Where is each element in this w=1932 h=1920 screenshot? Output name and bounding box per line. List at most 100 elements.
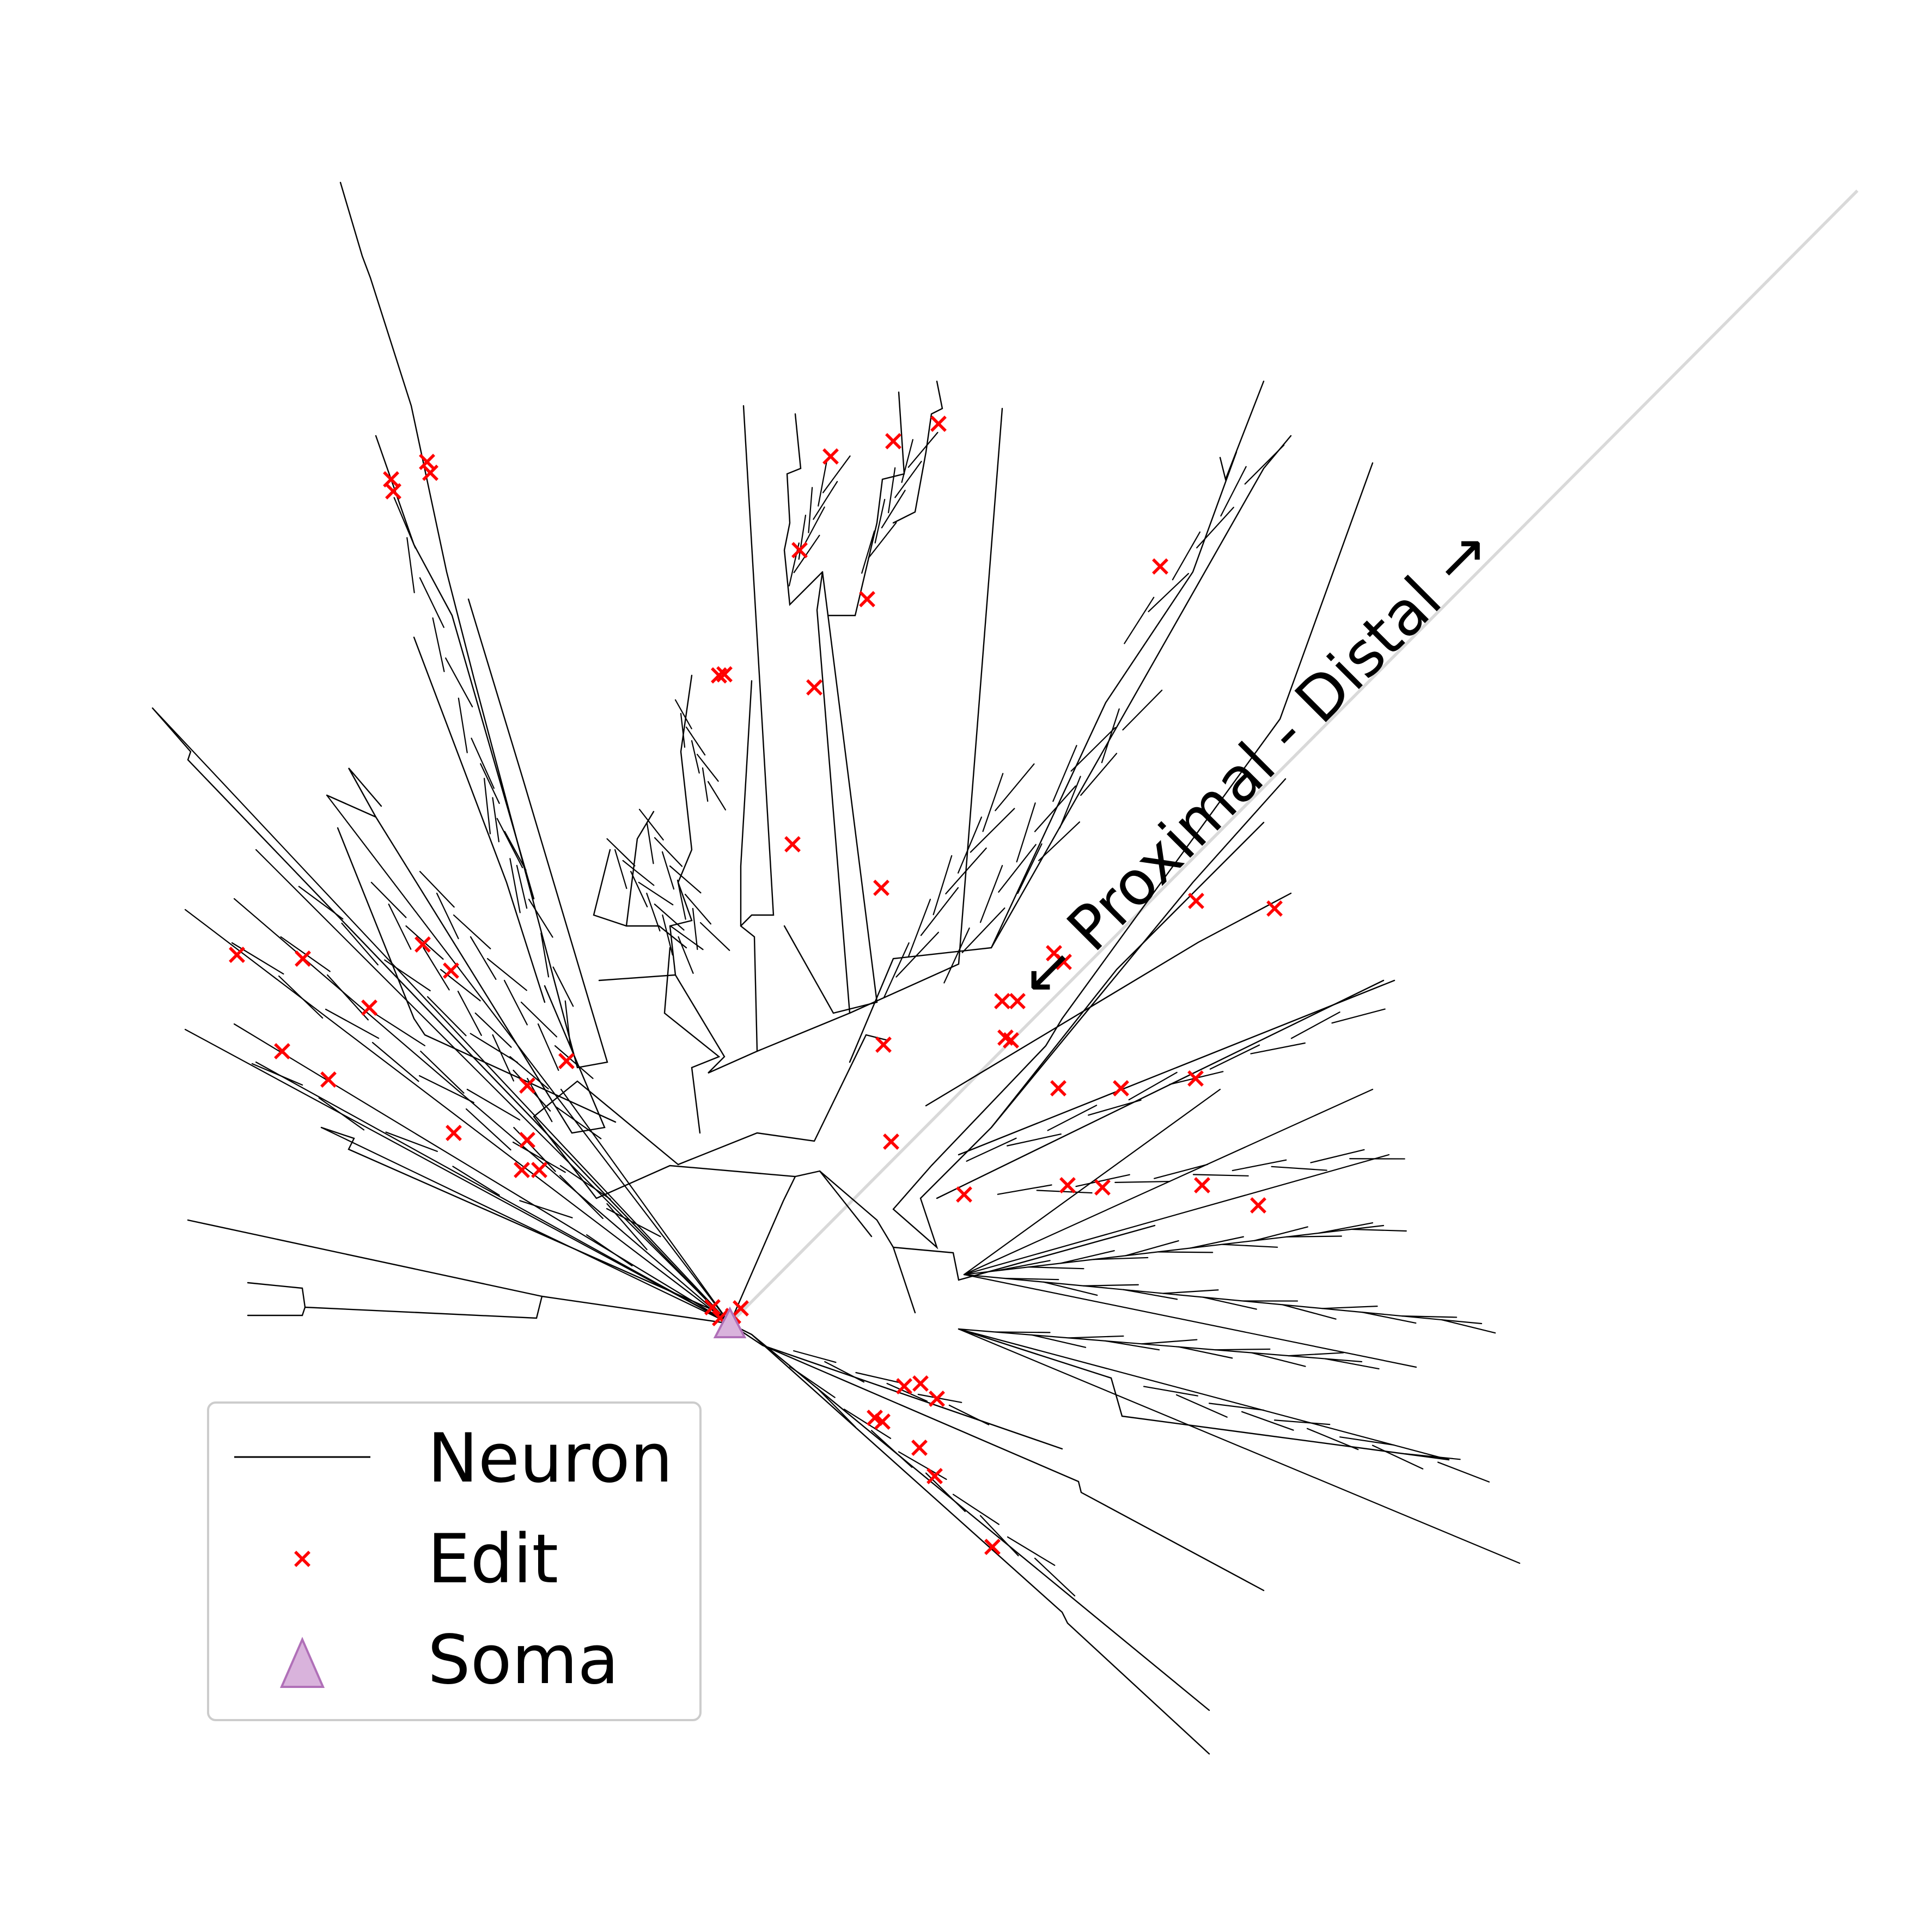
edit-marker [1094, 1179, 1111, 1196]
edit-marker [1113, 1080, 1129, 1096]
upper-right-twig [1080, 753, 1118, 796]
right-fan-twig [1209, 1044, 1260, 1070]
right-fan-twig [1282, 1304, 1337, 1320]
edit-marker [883, 1133, 899, 1150]
center-cluster-twig [699, 922, 730, 951]
lower-right-twig [898, 1451, 947, 1480]
left-twig [559, 1174, 604, 1220]
upper-center-twig [868, 522, 897, 559]
upper-right-twig [945, 848, 987, 895]
upper-spike-twig [504, 831, 527, 871]
center-cluster-branch [740, 405, 775, 927]
left-fan-branch [233, 898, 731, 1325]
upper-center-twig [818, 462, 827, 507]
upper-right-branch [849, 451, 1238, 1063]
edit-marker [929, 1391, 945, 1407]
right-fan-twig [1114, 1180, 1171, 1184]
center-cluster-twig [680, 712, 686, 748]
upper-right-twig [1059, 776, 1081, 829]
upper-right-twig [1038, 821, 1081, 862]
upper-center-twig [803, 506, 825, 547]
mid-left-twig [436, 892, 459, 940]
edit-marker [875, 1037, 892, 1053]
left-twig [465, 1108, 511, 1151]
right-fan-twig [1306, 1428, 1359, 1450]
lower-right-twig [1034, 1557, 1076, 1596]
edit-marker [1009, 993, 1026, 1009]
right-fan-branch [958, 1328, 1450, 1461]
center-cluster-twig [674, 699, 692, 729]
upper-right-twig [1148, 572, 1190, 612]
upper-spike-twig [483, 777, 491, 834]
right-fan-branch [963, 1273, 1483, 1325]
mid-left-branch [348, 767, 382, 818]
edit-marker [1187, 1070, 1204, 1087]
left-twig [519, 1200, 573, 1218]
edit-marker [791, 542, 808, 558]
right-fan-twig [1271, 1166, 1327, 1171]
mid-left-twig [457, 990, 482, 1036]
edit-marker [911, 1440, 928, 1456]
right-fan-twig [996, 1260, 1051, 1272]
right-fan-twig [1028, 1266, 1084, 1270]
right-fan-branch [963, 1088, 1221, 1276]
right-fan-twig [1047, 1105, 1098, 1131]
left-twig [586, 1234, 633, 1267]
right-fan-twig [1331, 1008, 1386, 1024]
right-fan-twig [1318, 1222, 1374, 1234]
upper-right-twig [995, 763, 1035, 812]
mid-left-twig [492, 1034, 515, 1082]
edit-marker [874, 1413, 891, 1430]
left-spur [187, 1219, 543, 1297]
edit-marker [519, 1077, 535, 1094]
right-fan-twig [1178, 1346, 1233, 1359]
upper-right-twig [979, 865, 1003, 923]
edit-marker [422, 465, 438, 481]
center-cluster-branch [674, 680, 758, 1074]
edit-marker [885, 433, 901, 449]
trunk-branch [819, 1170, 873, 1238]
legend-soma-swatch [279, 1637, 325, 1688]
center-cluster-twig [676, 879, 686, 920]
left-fan-branch [560, 1088, 731, 1325]
upper-right-twig [1196, 507, 1234, 548]
right-fan-twig [1153, 1163, 1209, 1179]
upper-center-twig [901, 438, 913, 483]
edit-marker [519, 1132, 535, 1148]
lower-right-twig [886, 1382, 928, 1402]
upper-center-branch [756, 571, 851, 1052]
lower-right-branch [729, 1322, 1210, 1755]
mid-left-twig [554, 1045, 594, 1080]
right-fan-twig [1250, 1042, 1306, 1055]
upper-center-twig [881, 490, 906, 528]
right-fan-twig [1083, 1284, 1139, 1287]
left-fan-branch [255, 1061, 731, 1325]
left-twig [327, 974, 369, 1021]
mid-left-twig [520, 1001, 558, 1038]
upper-right-twig [1070, 727, 1116, 772]
center-cluster-twig [646, 822, 654, 864]
upper-right-twig [1017, 843, 1043, 894]
left-twig [298, 886, 344, 920]
upper-right-twig [1124, 596, 1155, 644]
edit-marker [1250, 1197, 1266, 1214]
upper-spike-twig [419, 577, 444, 628]
upper-center-twig [861, 530, 875, 574]
edit-marker [1152, 558, 1168, 575]
right-fan-twig [1092, 1257, 1149, 1260]
edit-marker [295, 950, 311, 967]
upper-spike-twig [528, 899, 553, 938]
trunk-branch [677, 1034, 889, 1166]
upper-right-twig [1052, 745, 1077, 802]
right-fan-twig [1286, 1235, 1342, 1238]
upper-right-twig [1122, 690, 1163, 731]
edit-marker [806, 679, 822, 696]
upper-right-twig [961, 907, 1005, 953]
legend-label-edit: Edit [428, 1520, 558, 1599]
edit-marker [930, 416, 947, 432]
upper-right-twig [1016, 802, 1036, 863]
proximal-distal-axis-line [729, 190, 1858, 1325]
center-cluster-twig [684, 893, 712, 925]
right-fan-twig [1123, 1289, 1178, 1300]
